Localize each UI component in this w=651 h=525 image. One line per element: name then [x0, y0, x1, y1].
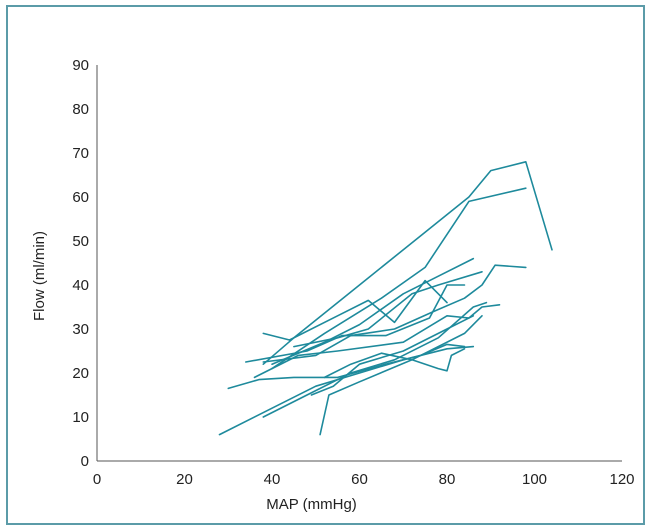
y-axis-title: Flow (ml/min) — [31, 231, 48, 321]
x-tick-label: 40 — [264, 471, 281, 488]
series-line-12 — [323, 347, 466, 379]
y-tick-label: 0 — [81, 453, 89, 470]
series-line-9 — [253, 303, 501, 379]
x-tick-label: 120 — [609, 471, 634, 488]
series-line-6 — [293, 270, 483, 348]
y-tick-label: 20 — [72, 365, 89, 382]
series-line-5 — [271, 257, 475, 366]
x-tick-label: 20 — [176, 471, 193, 488]
series-line-10 — [227, 343, 466, 390]
y-tick-label: 80 — [72, 101, 89, 118]
y-tick-label: 30 — [72, 321, 89, 338]
series-line-3 — [262, 332, 291, 341]
series-line-11 — [218, 345, 475, 436]
x-tick-label: 100 — [522, 471, 547, 488]
series-line-15 — [319, 314, 483, 436]
series-line-4 — [288, 279, 448, 341]
series-line-13 — [262, 301, 488, 418]
axes: 0 20 40 60 80 100 120 0 10 20 30 40 50 60 70 80 90 — [72, 57, 634, 488]
series-line-7 — [245, 284, 466, 363]
x-tick-label: 0 — [93, 471, 101, 488]
x-tick-label: 60 — [351, 471, 368, 488]
series-line-2 — [271, 187, 527, 370]
x-tick-label: 80 — [439, 471, 456, 488]
series-layer — [218, 161, 553, 436]
y-tick-label: 60 — [72, 189, 89, 206]
y-tick-label: 70 — [72, 145, 89, 162]
series-line-8 — [262, 264, 527, 363]
chart-frame — [6, 5, 645, 525]
x-axis-title: MAP (mmHg) — [266, 496, 357, 513]
y-tick-label: 90 — [72, 57, 89, 74]
y-tick-label: 10 — [72, 409, 89, 426]
series-line-1 — [262, 161, 553, 366]
y-tick-label: 40 — [72, 277, 89, 294]
y-tick-label: 50 — [72, 233, 89, 250]
series-line-14 — [310, 314, 475, 396]
